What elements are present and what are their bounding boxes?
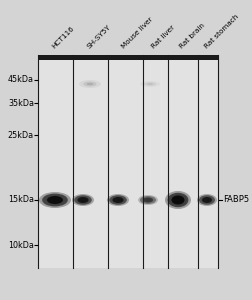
- Ellipse shape: [197, 194, 217, 206]
- Ellipse shape: [78, 197, 88, 203]
- Ellipse shape: [72, 194, 94, 206]
- Text: 35kDa: 35kDa: [8, 98, 34, 107]
- Text: 45kDa: 45kDa: [8, 76, 34, 85]
- Ellipse shape: [79, 198, 87, 202]
- Ellipse shape: [117, 200, 119, 201]
- Ellipse shape: [39, 192, 71, 208]
- Text: 10kDa: 10kDa: [8, 241, 34, 250]
- Text: 15kDa: 15kDa: [8, 196, 34, 205]
- Text: Mouse liver: Mouse liver: [121, 16, 154, 50]
- Ellipse shape: [144, 198, 151, 202]
- Ellipse shape: [147, 83, 153, 85]
- Ellipse shape: [47, 196, 63, 204]
- Ellipse shape: [140, 81, 160, 87]
- Ellipse shape: [42, 194, 68, 206]
- Ellipse shape: [206, 200, 208, 201]
- Ellipse shape: [175, 198, 181, 202]
- Ellipse shape: [83, 82, 97, 86]
- Ellipse shape: [51, 198, 59, 202]
- Ellipse shape: [112, 197, 123, 203]
- Ellipse shape: [172, 196, 184, 204]
- Ellipse shape: [47, 196, 63, 204]
- Ellipse shape: [74, 195, 92, 205]
- Ellipse shape: [165, 191, 191, 209]
- Ellipse shape: [107, 194, 129, 206]
- Ellipse shape: [170, 194, 186, 206]
- Text: SH-SY5Y: SH-SY5Y: [86, 24, 112, 50]
- Ellipse shape: [111, 196, 125, 204]
- Bar: [38, 55, 218, 60]
- Bar: [38, 55, 218, 268]
- Ellipse shape: [199, 195, 215, 205]
- Ellipse shape: [202, 197, 212, 203]
- Ellipse shape: [113, 197, 123, 203]
- Ellipse shape: [197, 194, 217, 206]
- Ellipse shape: [173, 197, 183, 203]
- Ellipse shape: [172, 196, 184, 205]
- Ellipse shape: [177, 199, 179, 201]
- Ellipse shape: [82, 200, 84, 201]
- Ellipse shape: [109, 195, 127, 205]
- Ellipse shape: [205, 199, 209, 201]
- Ellipse shape: [202, 197, 212, 203]
- Text: HCT116: HCT116: [51, 26, 75, 50]
- Ellipse shape: [80, 199, 85, 201]
- Ellipse shape: [114, 198, 122, 202]
- Ellipse shape: [49, 197, 61, 203]
- Ellipse shape: [45, 195, 65, 205]
- Ellipse shape: [165, 191, 191, 209]
- Ellipse shape: [115, 199, 120, 201]
- Ellipse shape: [138, 195, 158, 205]
- Ellipse shape: [138, 195, 158, 205]
- Ellipse shape: [203, 198, 211, 202]
- Ellipse shape: [140, 196, 156, 204]
- Ellipse shape: [79, 80, 101, 88]
- Ellipse shape: [87, 83, 93, 85]
- Ellipse shape: [168, 193, 188, 207]
- Text: Rat stomach: Rat stomach: [204, 14, 240, 50]
- Text: FABP5: FABP5: [223, 196, 249, 205]
- Text: Rat brain: Rat brain: [179, 22, 206, 50]
- Ellipse shape: [39, 192, 71, 208]
- Text: Rat liver: Rat liver: [151, 25, 176, 50]
- Ellipse shape: [107, 194, 129, 206]
- Ellipse shape: [144, 82, 156, 86]
- Ellipse shape: [53, 199, 57, 201]
- Ellipse shape: [201, 196, 213, 204]
- Ellipse shape: [143, 197, 153, 202]
- Ellipse shape: [143, 198, 153, 203]
- Text: 25kDa: 25kDa: [8, 130, 34, 140]
- Ellipse shape: [76, 196, 90, 204]
- Ellipse shape: [78, 197, 88, 203]
- Ellipse shape: [146, 199, 150, 201]
- Ellipse shape: [72, 194, 94, 206]
